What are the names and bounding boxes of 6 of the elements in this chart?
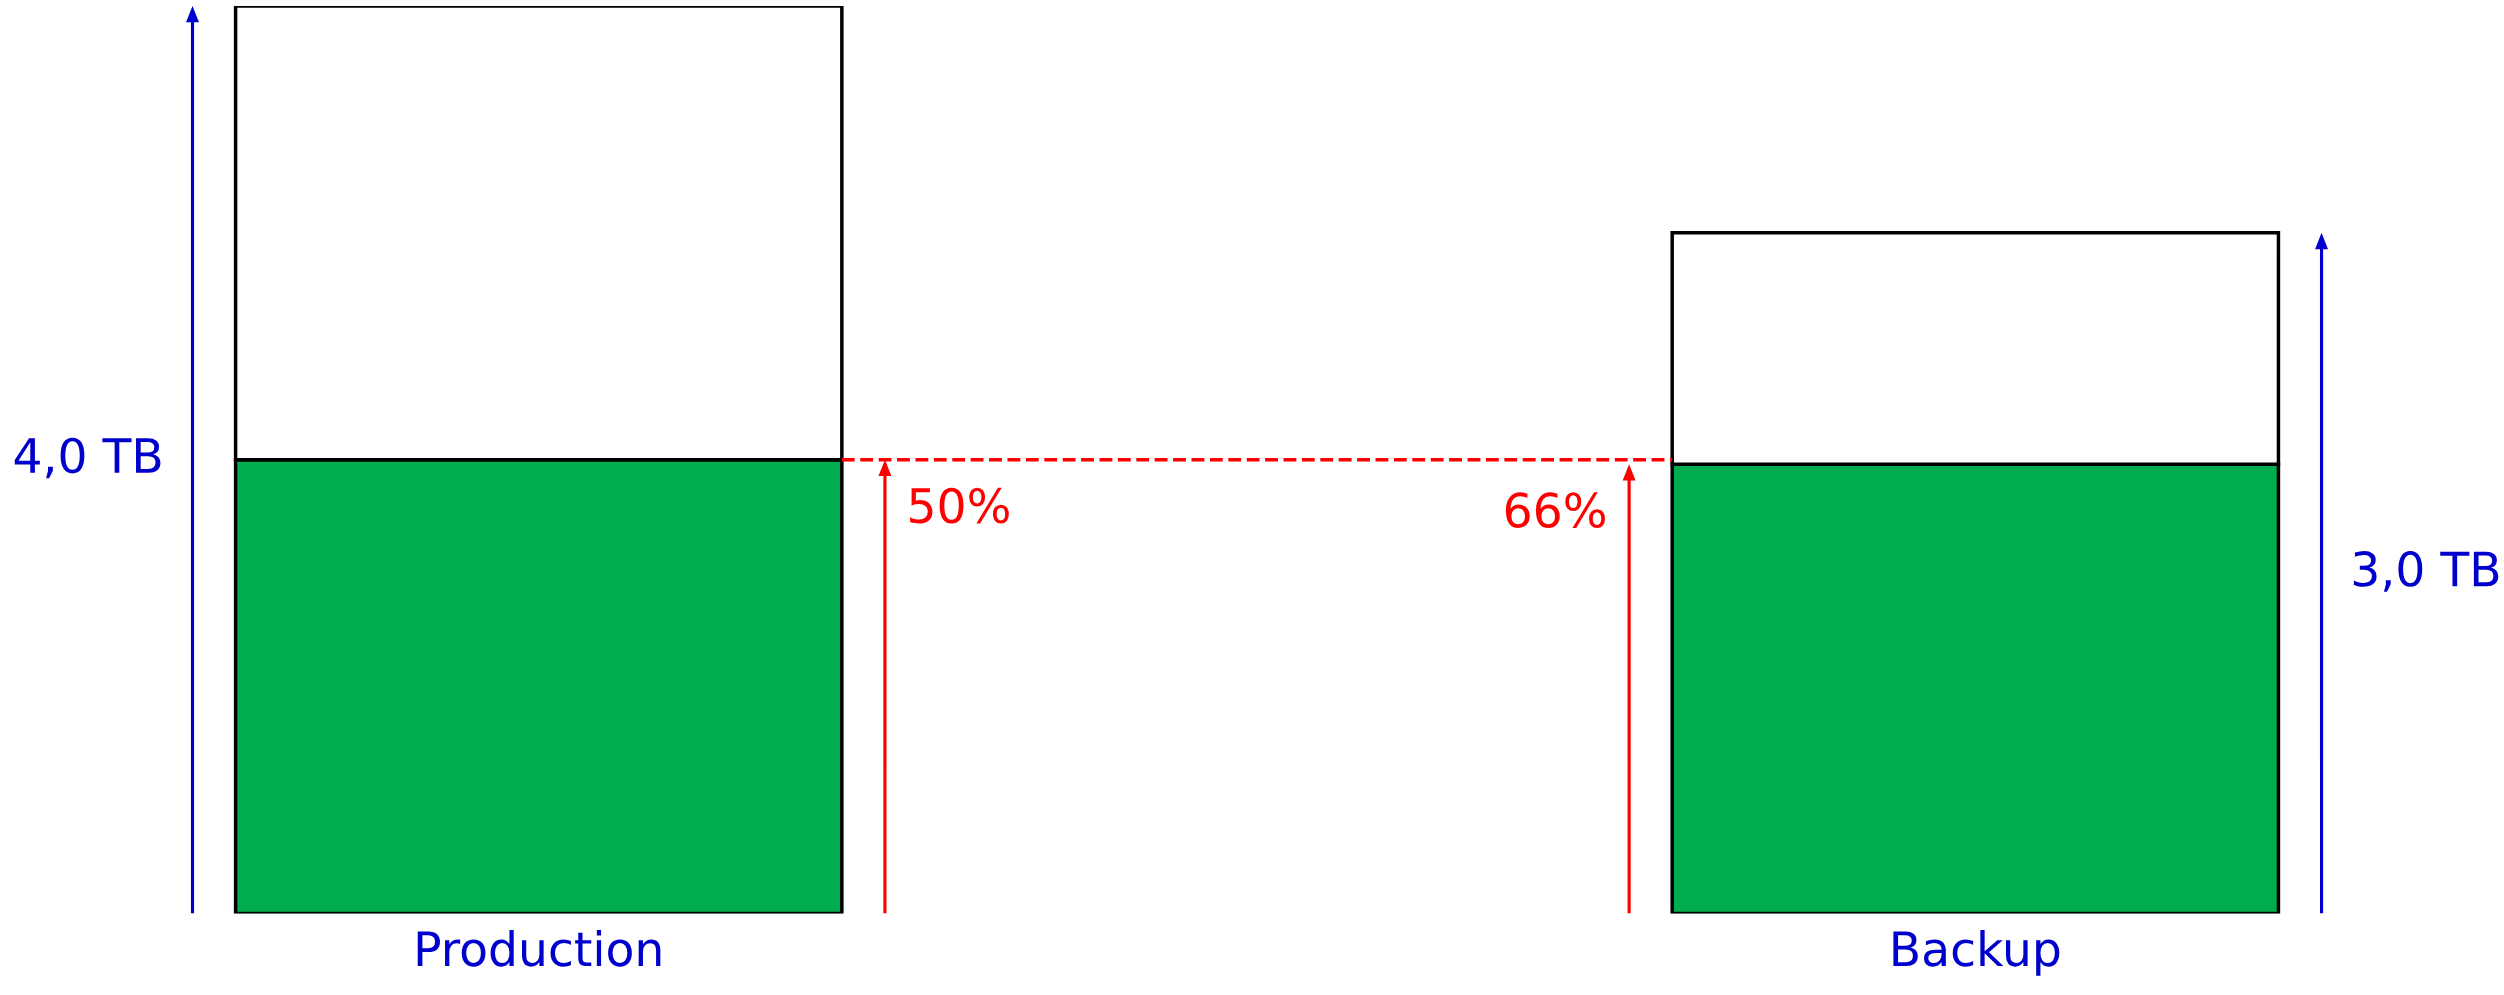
x-tick-label: Production xyxy=(417,930,661,967)
x-tick-label: Backup xyxy=(1893,930,2060,976)
annotation: 50% xyxy=(910,487,1009,524)
annotation: 4,0 TB xyxy=(14,437,161,479)
annotation: 66% xyxy=(1505,492,1605,528)
annotation: 3,0 TB xyxy=(2353,551,2499,592)
